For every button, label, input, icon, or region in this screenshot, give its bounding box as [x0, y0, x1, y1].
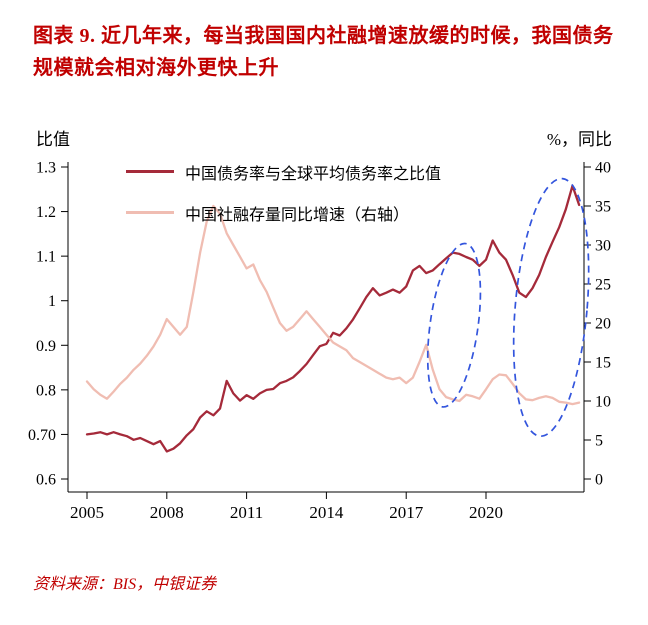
legend-swatch-debt-ratio — [126, 170, 174, 174]
svg-text:1: 1 — [48, 293, 56, 310]
legend-swatch-tsf-growth — [126, 211, 174, 215]
axis-titles-row: 比值 %，同比 — [0, 125, 648, 150]
figure-title: 图表 9. 近几年来，每当我国国内社融增速放缓的时候，我国债务规模就会相对海外更… — [33, 25, 614, 80]
svg-text:10: 10 — [595, 393, 611, 410]
svg-text:30: 30 — [595, 237, 611, 254]
svg-text:1.2: 1.2 — [36, 204, 56, 221]
svg-text:35: 35 — [595, 198, 611, 215]
legend-label-tsf-growth: 中国社融存量同比增速（右轴） — [185, 206, 410, 224]
chart: 1.3 1.2 1.1 1 0.9 0.8 0.70 0.6 40 35 30 25 20 15 10 5 0 2… — [0, 152, 648, 532]
legend-label-debt-ratio: 中国债务率与全球平均债务率之比值 — [185, 165, 442, 183]
svg-text:1.3: 1.3 — [36, 159, 56, 176]
svg-text:20: 20 — [595, 315, 611, 332]
svg-text:2008: 2008 — [150, 503, 184, 522]
legend-item-debt-ratio: 中国债务率与全球平均债务率之比值 — [126, 162, 442, 183]
svg-text:0.6: 0.6 — [36, 471, 56, 488]
svg-text:0: 0 — [595, 471, 603, 488]
svg-text:2017: 2017 — [389, 503, 424, 522]
svg-text:1.1: 1.1 — [36, 248, 56, 265]
svg-text:2014: 2014 — [309, 503, 344, 522]
svg-text:0.70: 0.70 — [28, 427, 56, 444]
source-note: 资料来源：BIS，中银证券 — [33, 575, 217, 593]
svg-text:15: 15 — [595, 354, 611, 371]
svg-text:2020: 2020 — [469, 503, 503, 522]
svg-text:2011: 2011 — [230, 503, 263, 522]
right-axis-title: %，同比 — [546, 129, 612, 149]
legend-item-tsf-growth: 中国社融存量同比增速（右轴） — [126, 203, 441, 224]
chart-canvas: 1.3 1.2 1.1 1 0.9 0.8 0.70 0.6 40 35 30 25 20 15 10 5 0 2… — [28, 159, 611, 522]
svg-text:25: 25 — [595, 276, 611, 293]
svg-text:40: 40 — [595, 159, 611, 176]
legend: 中国债务率与全球平均债务率之比值 中国社融存量同比增速（右轴） — [126, 162, 442, 224]
svg-text:5: 5 — [595, 432, 603, 449]
svg-text:0.9: 0.9 — [36, 338, 56, 355]
left-axis-title: 比值 — [36, 129, 70, 149]
svg-text:2005: 2005 — [70, 503, 104, 522]
report-figure-page: 图表 9. 近几年来，每当我国国内社融增速放缓的时候，我国债务规模就会相对海外更… — [0, 25, 648, 593]
svg-text:0.8: 0.8 — [36, 382, 56, 399]
